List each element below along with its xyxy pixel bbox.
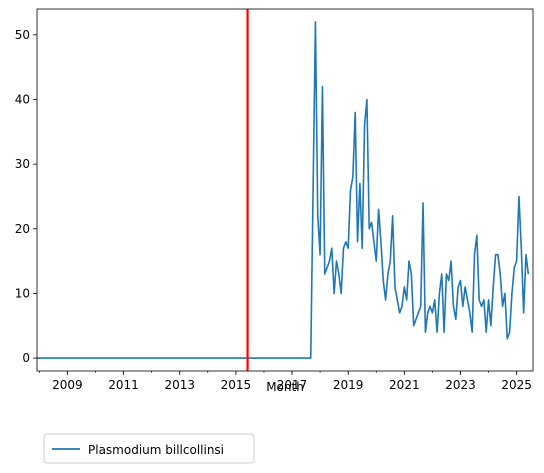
y-tick-label: 0: [22, 351, 30, 365]
x-tick-label: 2009: [52, 378, 83, 392]
axes-frame: [36, 8, 534, 372]
x-tick-label: 2019: [333, 378, 364, 392]
plot-area: 2009 2011 2013 2015 2017 2019 2021 2023 2025 0 10 2…: [15, 8, 534, 392]
y-tick-label: 20: [15, 222, 30, 236]
x-tick-label: 2023: [445, 378, 476, 392]
x-tick-label: 2015: [221, 378, 252, 392]
series-line: [37, 21, 530, 359]
legend-frame: [43, 433, 255, 464]
x-tick-label: 2011: [108, 378, 139, 392]
x-axis-label: Month: [266, 380, 304, 394]
y-tick-label: 40: [15, 93, 30, 107]
x-tick-label: 2013: [164, 378, 195, 392]
legend: Plasmodium billcollinsi: [43, 433, 255, 464]
x-tick-label: 2021: [389, 378, 420, 392]
y-tick-label: 10: [15, 286, 30, 300]
y-tick-label: 30: [15, 157, 30, 171]
x-tick-label: 2017: [277, 378, 308, 392]
y-tick-label: 50: [15, 28, 30, 42]
x-tick-label: 2025: [501, 378, 532, 392]
legend-entry-label: Plasmodium billcollinsi: [88, 443, 224, 457]
